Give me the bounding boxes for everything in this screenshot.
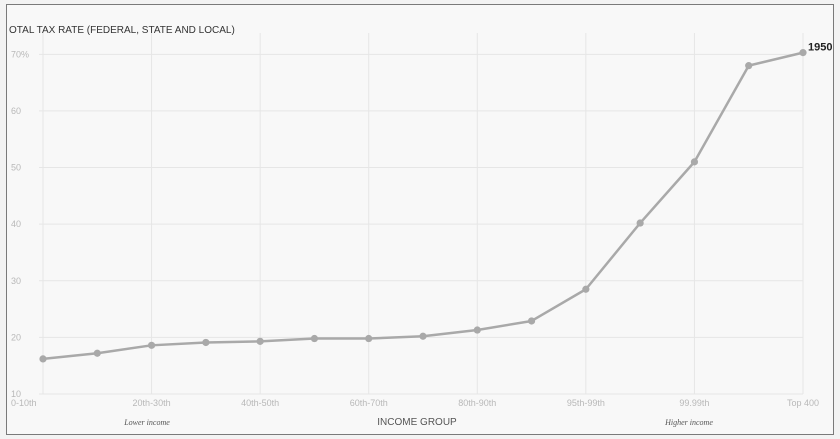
x-axis-label: INCOME GROUP [377,417,457,428]
data-point [799,49,807,57]
x-tick-label: 40th-50th [241,398,279,408]
region-label-lower: Lower income [123,418,170,427]
series-line-1950 [42,51,804,361]
x-tick-label: Top 400 [787,398,819,408]
series-layer: 1950 [39,42,832,363]
data-point [93,349,101,357]
data-point [690,158,699,166]
y-tick-label: 30 [11,276,21,286]
y-axis-ticks: 10 20 30 40 50 60 70% [11,49,29,399]
x-axis-ticks: 0-10th 20th-30th 40th-50th 60th-70th 80th-90… [11,398,819,408]
data-point [365,334,373,343]
region-label-higher: Higher income [664,418,713,427]
gridlines [39,33,804,395]
data-point [582,285,590,293]
y-tick-label: 40 [11,219,21,229]
y-tick-label: 70% [11,49,29,59]
y-tick-label: 10 [11,389,21,399]
data-point [310,334,319,343]
data-point [147,341,156,349]
data-point [419,332,427,340]
data-point [745,62,753,70]
y-tick-label: 50 [11,163,21,173]
x-tick-label: 95th-99th [567,398,605,408]
x-tick-label: 80th-90th [458,398,496,408]
x-tick-label: 20th-30th [133,398,171,408]
data-point [202,338,210,347]
line-chart: OTAL TAX RATE (FEDERAL, STATE AND LOCAL)… [9,25,832,428]
chart-title: OTAL TAX RATE (FEDERAL, STATE AND LOCAL) [9,25,235,36]
data-point [256,337,264,345]
data-point [527,317,536,325]
x-tick-label: 0-10th [11,398,37,408]
y-tick-label: 20 [11,332,21,342]
chart-frame: OTAL TAX RATE (FEDERAL, STATE AND LOCAL)… [6,4,834,435]
x-tick-label: 99.99th [679,398,709,408]
data-point [636,219,644,227]
y-tick-label: 60 [11,106,21,116]
x-tick-label: 60th-70th [350,398,388,408]
data-point [473,326,481,334]
data-point [39,355,47,363]
series-label-1950: 1950 [808,42,832,54]
